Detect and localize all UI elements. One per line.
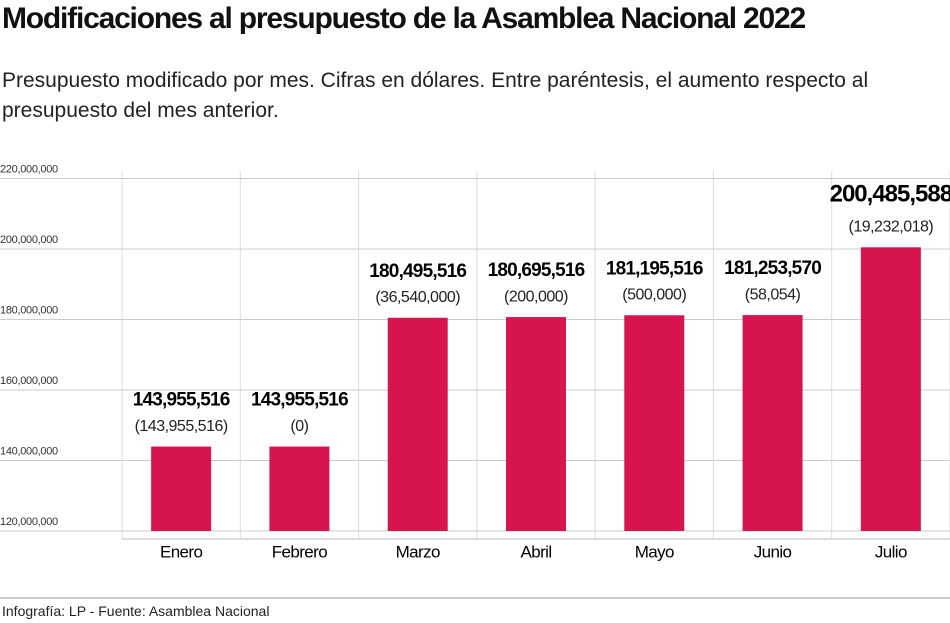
x-tick-label: Junio — [754, 542, 792, 561]
change-label: (0) — [290, 418, 308, 435]
x-tick-label: Marzo — [396, 542, 440, 561]
x-tick-label: Febrero — [272, 542, 327, 561]
value-label: 181,195,516 — [606, 258, 703, 279]
change-label: (200,000) — [504, 288, 568, 305]
value-label: 181,253,570 — [724, 258, 821, 279]
value-label: 180,495,516 — [369, 261, 466, 282]
y-tick-label: 120,000,000 — [0, 516, 58, 528]
value-label: 200,485,588 — [830, 181, 950, 208]
bar — [742, 315, 803, 531]
value-label: 143,955,516 — [133, 390, 230, 411]
change-label: (36,540,000) — [375, 289, 460, 306]
x-tick-label: Julio — [875, 542, 907, 561]
change-label: (143,955,516) — [135, 418, 228, 435]
value-label: 143,955,516 — [251, 390, 348, 411]
bar — [269, 446, 330, 531]
change-label: (500,000) — [622, 287, 686, 304]
bar — [624, 315, 685, 531]
x-tick-label: Mayo — [635, 542, 674, 561]
change-label: (19,232,018) — [848, 219, 933, 236]
x-tick-label: Enero — [160, 542, 203, 561]
bar — [860, 247, 921, 531]
bar — [151, 446, 212, 531]
value-label: 180,695,516 — [488, 260, 585, 281]
y-tick-label: 140,000,000 — [0, 445, 58, 457]
bar — [506, 317, 566, 531]
chart: 120,000,000 140,000,000 160,000,000 180,000… — [0, 163, 950, 599]
y-tick-label: 160,000,000 — [0, 375, 58, 387]
y-tick-label: 220,000,000 — [0, 163, 58, 175]
chart-title: Modificaciones al presupuesto de la Asam… — [2, 2, 806, 35]
source-note: Infografía: LP - Fuente: Asamblea Nacion… — [2, 603, 270, 619]
bar — [387, 317, 448, 531]
change-label: (58,054) — [745, 286, 801, 303]
chart-subtitle: Presupuesto modificado por mes. Cifras e… — [2, 69, 869, 122]
x-tick-label: Abril — [520, 542, 551, 561]
y-tick-label: 200,000,000 — [0, 234, 58, 246]
y-tick-label: 180,000,000 — [0, 304, 58, 316]
